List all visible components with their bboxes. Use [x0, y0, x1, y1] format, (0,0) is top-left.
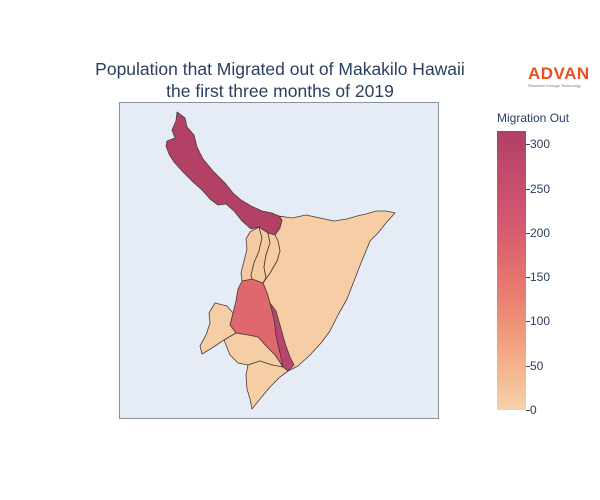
colorbar-tick — [526, 277, 530, 279]
title-line-2: the first three months of 2019 — [166, 81, 394, 101]
map-svg — [165, 111, 396, 410]
colorbar-tick-label: 250 — [530, 181, 551, 196]
colorbar-tick — [526, 410, 530, 411]
colorbar-tick — [526, 321, 530, 323]
colorbar-tick-label: 200 — [530, 225, 551, 240]
region-north-arm — [165, 111, 283, 236]
colorbar-tick — [526, 365, 530, 367]
colorbar-tick-label: 150 — [530, 270, 551, 285]
colorbar-tick-label: 0 — [530, 403, 537, 417]
colorbar-tick — [526, 232, 530, 234]
advan-logo: ADVAN Research through Technology — [528, 64, 594, 89]
colorbar-tick-label: 300 — [530, 137, 551, 152]
title-line-1: Population that Migrated out of Makakilo… — [95, 59, 465, 79]
colorbar-tick — [526, 144, 530, 146]
chart-title: Population that Migrated out of Makakilo… — [40, 58, 520, 102]
region-south-small — [245, 360, 289, 410]
map-frame — [119, 102, 439, 419]
colorbar-tick — [526, 188, 530, 190]
colorbar-tick-label: 100 — [530, 314, 551, 329]
colorbar-title: Migration Out — [497, 111, 570, 125]
logo-tagline: Research through Technology — [528, 83, 582, 88]
region-west-small — [199, 302, 237, 355]
logo-word: ADVAN — [528, 64, 590, 83]
colorbar — [497, 131, 526, 410]
colorbar-tick-label: 50 — [530, 358, 544, 373]
region-strip-c — [262, 232, 281, 284]
region-corridor — [269, 302, 295, 372]
